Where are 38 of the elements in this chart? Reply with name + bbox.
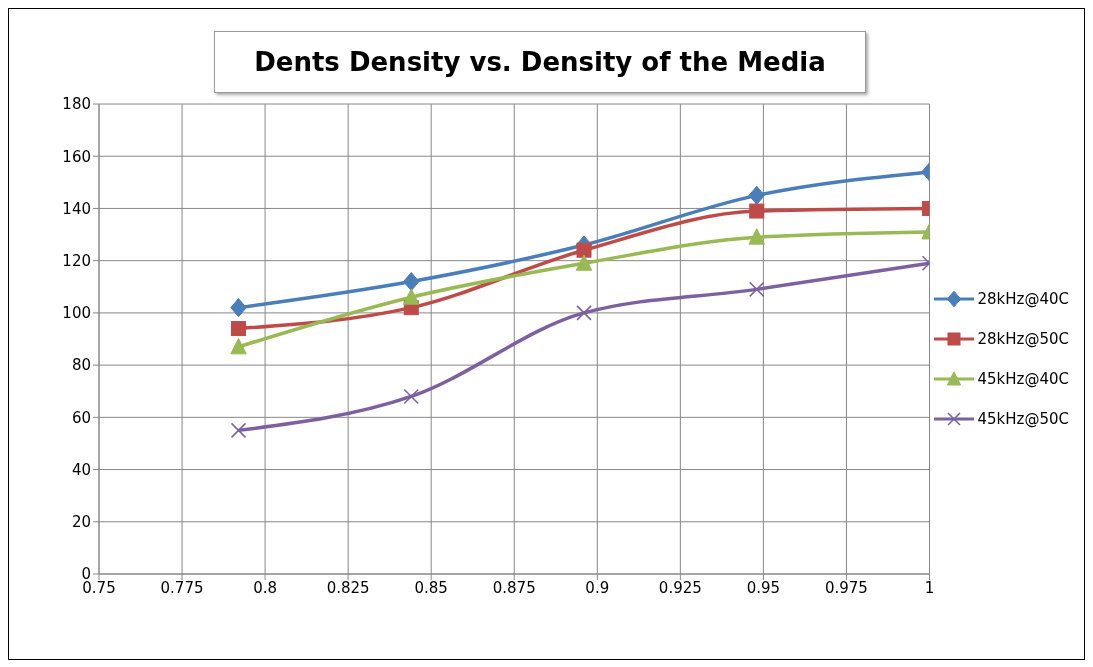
point (230, 298, 247, 318)
x-tick-label: 0.9 (585, 578, 610, 597)
point (576, 242, 592, 258)
point (403, 288, 420, 305)
x-tick-label: 0.775 (160, 578, 204, 597)
point (575, 254, 593, 271)
y-tick-label: 80 (71, 356, 91, 375)
y-tick-label: 40 (71, 460, 91, 479)
y-tick-label: 120 (62, 251, 91, 270)
point (749, 203, 765, 219)
point (231, 321, 247, 337)
y-tick-label: 100 (62, 304, 91, 323)
x-tick-label: 1 (924, 578, 935, 597)
legend-label: 45kHz@40C (977, 370, 1069, 388)
y-tick-label: 60 (71, 408, 91, 427)
x-tick-label: 0.8 (253, 578, 278, 597)
x-tick-label: 0.925 (658, 578, 702, 597)
x-tick-label: 0.95 (746, 578, 781, 597)
y-tick-label: 160 (62, 147, 91, 166)
y-tick-label: 20 (71, 513, 91, 532)
y-tick-label: 140 (62, 199, 91, 218)
point (748, 228, 765, 245)
point (230, 422, 247, 439)
x-tick-label: 0.825 (326, 578, 370, 597)
point (403, 271, 420, 292)
x-tick-label: 0.85 (414, 578, 448, 597)
legend-label: 45kHz@50C (977, 410, 1069, 428)
x-tick-label: 0.975 (824, 578, 868, 597)
point (576, 305, 592, 321)
y-tick-label: 180 (62, 95, 91, 114)
legend-label: 28kHz@40C (977, 290, 1069, 308)
point (230, 337, 247, 355)
point (748, 185, 765, 205)
point (403, 388, 420, 405)
chart-title: Dents Density vs. Density of the Media (214, 31, 866, 93)
x-tick-label: 0.875 (492, 578, 536, 597)
legend-label: 28kHz@50C (977, 330, 1069, 348)
point (749, 281, 765, 298)
